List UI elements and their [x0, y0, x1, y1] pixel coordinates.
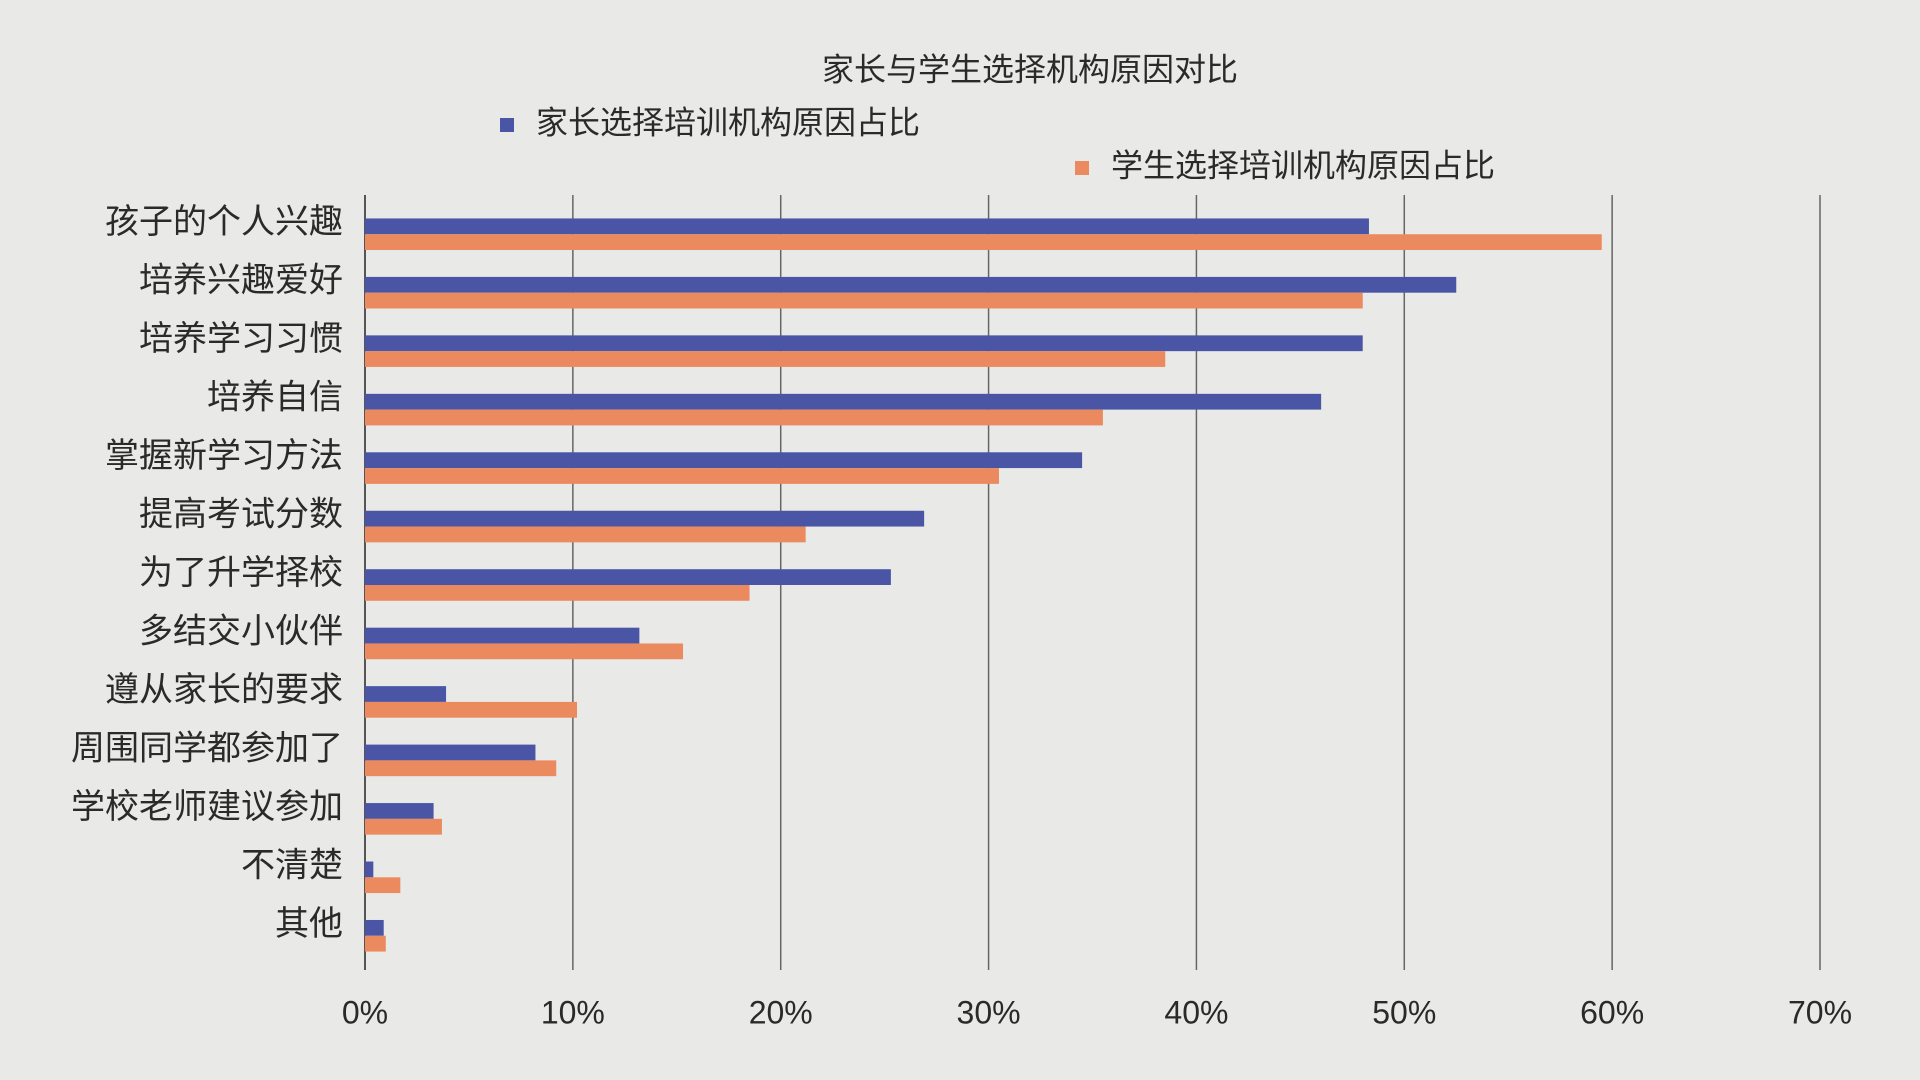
bar — [365, 234, 1602, 251]
bar — [365, 760, 557, 777]
bar — [365, 335, 1363, 352]
bar — [365, 919, 384, 936]
bar — [365, 935, 386, 952]
bar — [365, 292, 1363, 309]
y-tick-label: 掌握新学习方法 — [105, 436, 343, 476]
x-tick-label: 50% — [1372, 994, 1436, 1030]
bar — [365, 803, 434, 819]
bar — [365, 393, 1322, 410]
bar — [365, 468, 999, 484]
y-tick-label: 其他 — [275, 904, 343, 944]
bar — [365, 686, 447, 702]
bar — [365, 510, 925, 527]
y-tick-label: 培养自信 — [207, 378, 343, 418]
x-tick-label: 20% — [749, 994, 813, 1030]
bar — [365, 818, 442, 835]
x-tick-label: 0% — [342, 994, 388, 1030]
y-tick-label: 不清楚 — [241, 845, 343, 885]
y-tick-label: 提高考试分数 — [139, 495, 343, 535]
y-tick-label: 培养学习习惯 — [139, 319, 343, 359]
bar — [365, 643, 684, 660]
y-tick-label: 遵从家长的要求 — [105, 670, 343, 710]
bar — [365, 569, 891, 585]
bar — [365, 701, 578, 718]
legend-swatch — [500, 118, 514, 132]
y-tick-label: 学校老师建议参加 — [71, 787, 343, 827]
bar — [365, 409, 1103, 426]
legend-label: 家长选择培训机构原因占比 — [536, 104, 920, 142]
bar — [365, 744, 536, 761]
bar — [365, 627, 640, 644]
chart-title: 家长与学生选择机构原因对比 — [822, 51, 1238, 89]
x-tick-label: 70% — [1788, 994, 1852, 1030]
x-tick-label: 60% — [1580, 994, 1644, 1030]
y-tick-label: 孩子的个人兴趣 — [105, 202, 343, 242]
bar — [365, 861, 374, 878]
bar — [365, 218, 1369, 235]
y-tick-label: 培养兴趣爱好 — [139, 261, 343, 301]
y-tick-label: 多结交小伙伴 — [139, 611, 343, 651]
legend-swatch — [1075, 161, 1089, 175]
y-tick-label: 为了升学择校 — [139, 553, 343, 593]
y-tick-label: 周围同学都参加了 — [71, 728, 343, 768]
x-tick-label: 40% — [1164, 994, 1228, 1030]
x-tick-label: 30% — [957, 994, 1021, 1030]
legend-label: 学生选择培训机构原因占比 — [1111, 147, 1495, 185]
bar — [365, 877, 401, 894]
bar — [365, 526, 806, 543]
bar — [365, 351, 1166, 367]
bar — [365, 276, 1457, 293]
bar — [365, 585, 750, 601]
bar — [365, 452, 1083, 469]
x-tick-label: 10% — [541, 994, 605, 1030]
